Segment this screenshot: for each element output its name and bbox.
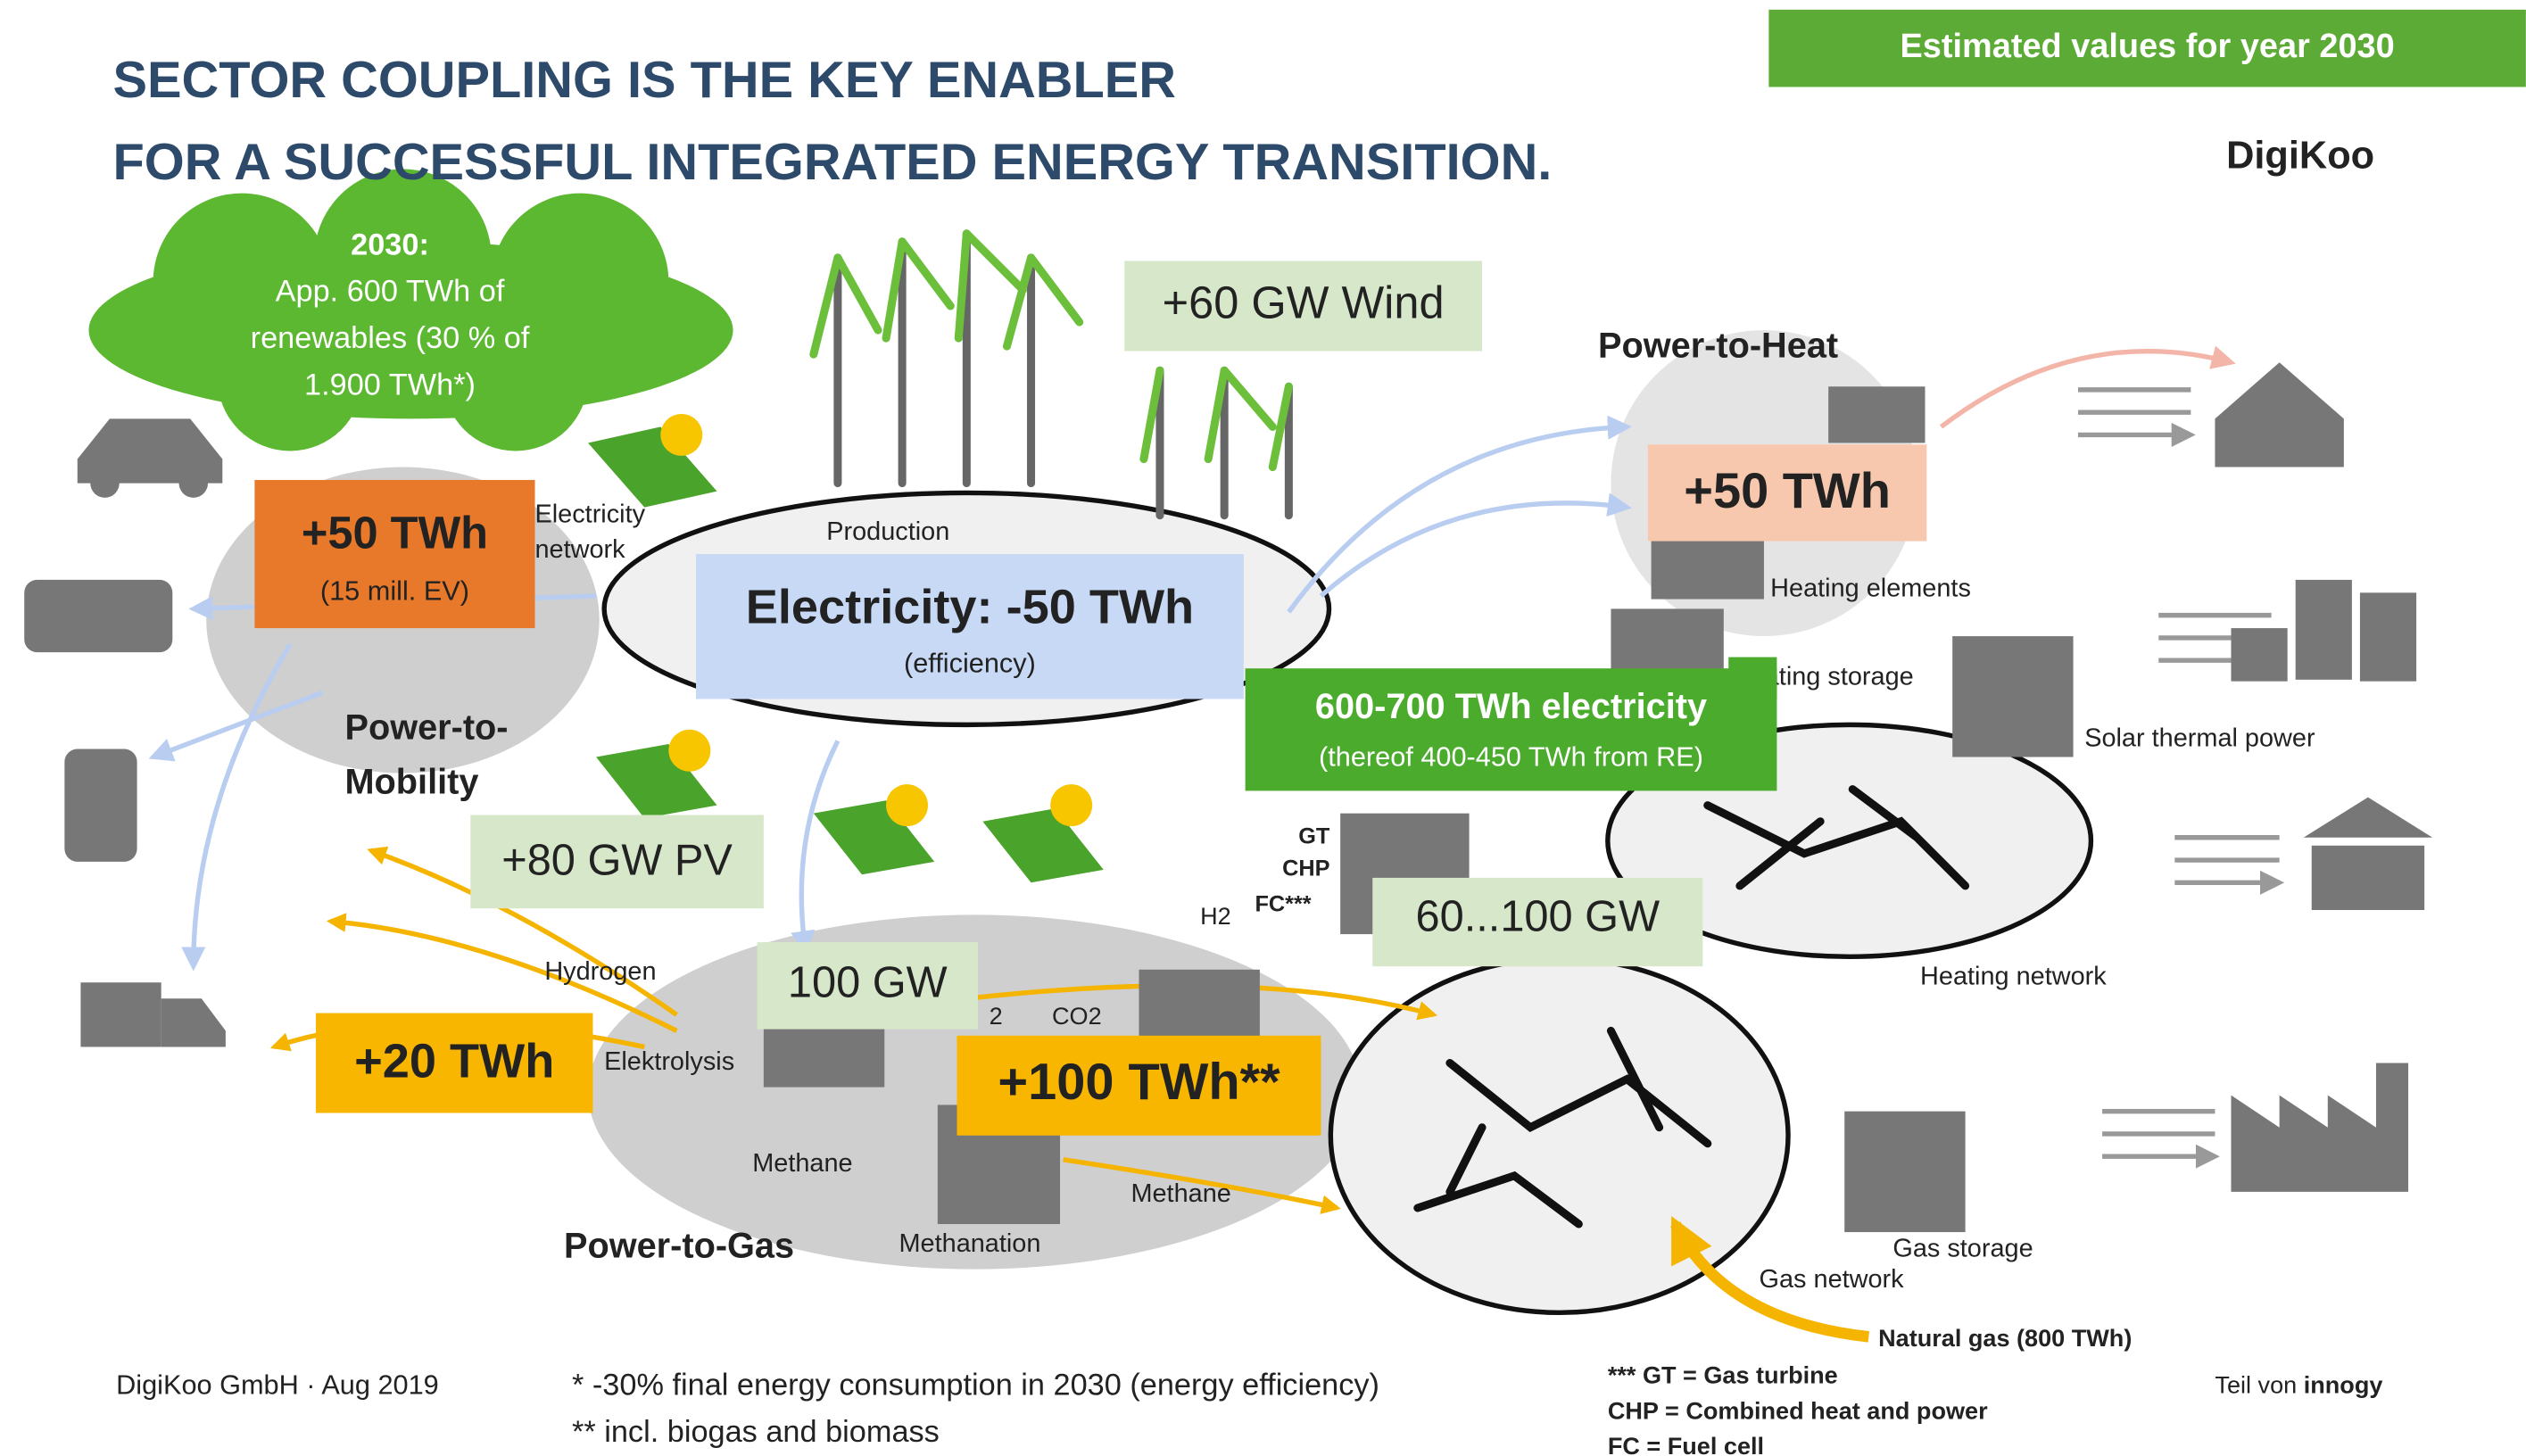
- cloud-text: 1.900 TWh*): [304, 368, 476, 401]
- value-box: [957, 1035, 1321, 1136]
- value-box: [696, 554, 1244, 699]
- label: 2: [990, 1002, 1003, 1030]
- label: Heating network: [1920, 962, 2107, 990]
- value-box-text: +100 TWh**: [998, 1054, 1280, 1111]
- label: Mobility: [344, 763, 478, 802]
- logo: DigiKoo: [2226, 134, 2374, 177]
- value-box: [315, 1013, 593, 1113]
- value-box-note: (thereof 400-450 TWh from RE): [1319, 740, 1703, 772]
- badge-text: Estimated values for year 2030: [1901, 28, 2395, 65]
- cloud-text: 2030:: [351, 228, 429, 261]
- title-line: FOR A SUCCESSFUL INTEGRATED ENERGY TRANS…: [113, 134, 1553, 191]
- value-box-text: Electricity: -50 TWh: [746, 581, 1194, 634]
- value-box-text: +80 GW PV: [501, 837, 733, 885]
- label: Power-to-Heat: [1598, 326, 1838, 365]
- value-box-text: 100 GW: [788, 959, 948, 1007]
- footer-legend: FC = Fuel cell: [1608, 1432, 1764, 1456]
- label: H2: [1200, 902, 1231, 930]
- cloud-text: renewables (30 % of: [251, 321, 530, 355]
- label: Methane: [752, 1149, 852, 1178]
- label: Hydrogen: [544, 957, 656, 986]
- label: GT: [1298, 823, 1330, 848]
- value-box: [470, 815, 764, 909]
- label: Gas storage: [1892, 1235, 2033, 1263]
- label: network: [535, 535, 626, 564]
- icons: [24, 362, 2433, 1233]
- label: Elektrolysis: [604, 1047, 734, 1076]
- label: Power-to-: [344, 707, 508, 747]
- value-box: [1372, 877, 1703, 967]
- label: Heating elements: [1770, 574, 1971, 602]
- value-box: [1647, 444, 1927, 542]
- label: Power-to-Gas: [564, 1227, 794, 1266]
- value-box-text: +50 TWh: [1684, 462, 1891, 518]
- brand-prefix: Teil von: [2215, 1371, 2303, 1399]
- value-box-note: (15 mill. EV): [320, 575, 469, 606]
- value-box-text: 600-700 TWh electricity: [1315, 687, 1707, 726]
- title-line: SECTOR COUPLING IS THE KEY ENABLER: [113, 52, 1177, 109]
- label: Methanation: [899, 1229, 1041, 1258]
- label: Methane: [1130, 1179, 1230, 1208]
- solar-panels: [588, 413, 1104, 883]
- value-box-text: 60...100 GW: [1416, 893, 1661, 941]
- value-box: [1245, 668, 1777, 791]
- label: Solar thermal power: [2084, 724, 2315, 752]
- footer-company: DigiKoo GmbH · Aug 2019: [116, 1369, 439, 1400]
- footer-legend: *** GT = Gas turbine: [1608, 1361, 1838, 1389]
- value-box: [254, 479, 535, 629]
- label: FC***: [1255, 891, 1311, 916]
- label: Gas network: [1760, 1265, 1905, 1294]
- value-box-text: +50 TWh: [302, 508, 488, 558]
- footer-note: ** incl. biogas and biomass: [572, 1415, 940, 1449]
- value-box-note: (efficiency): [904, 648, 1036, 679]
- brand-name: innogy: [2304, 1371, 2383, 1399]
- network-lines: [1413, 785, 1970, 1228]
- label: Natural gas (800 TWh): [1878, 1324, 2132, 1352]
- value-box-text: +60 GW Wind: [1163, 277, 1445, 327]
- gas-network: [1328, 956, 1791, 1316]
- value-box: [757, 942, 978, 1030]
- wind-turbines: [809, 229, 1293, 520]
- label: Production: [826, 517, 949, 546]
- label: Electricity: [535, 500, 646, 528]
- brand: Teil von innogy: [2215, 1371, 2382, 1399]
- badge-bg: [1768, 9, 2526, 87]
- value-box: [1124, 261, 1483, 352]
- cloud-text: App. 600 TWh of: [276, 275, 505, 309]
- footer-legend: CHP = Combined heat and power: [1608, 1396, 1988, 1424]
- label: CO2: [1052, 1002, 1102, 1030]
- cloud: [88, 169, 733, 451]
- overlap: [1728, 657, 1777, 699]
- value-box-text: +20 TWh: [354, 1035, 554, 1088]
- label: CHP: [1282, 856, 1329, 881]
- footer-note: * -30% final energy consumption in 2030 …: [572, 1368, 1379, 1402]
